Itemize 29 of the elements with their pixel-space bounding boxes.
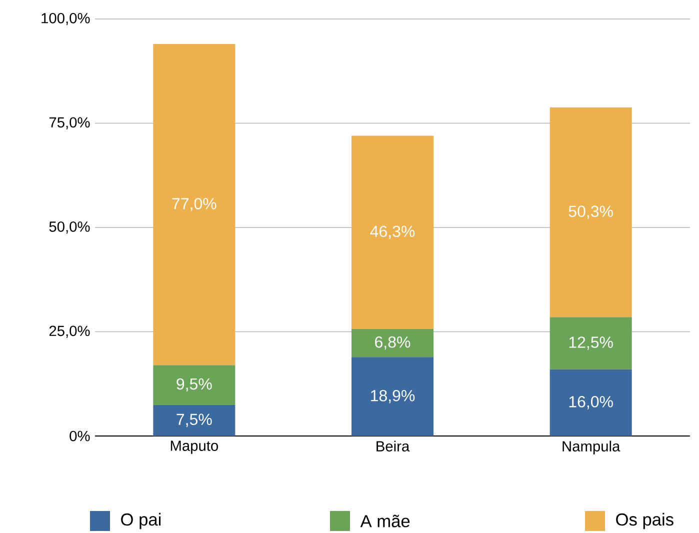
y-tick-label: 0% <box>70 430 90 442</box>
data-label: 12,5% <box>569 336 613 350</box>
data-label: 9,5% <box>176 378 212 392</box>
data-label: 16,0% <box>569 396 613 410</box>
data-label: 50,3% <box>568 206 613 219</box>
data-label: 7,5% <box>176 414 212 427</box>
y-tick-label: 25,0% <box>49 326 90 338</box>
bar <box>153 365 236 405</box>
y-tick-label: 100,0% <box>42 12 90 26</box>
y-tick-label: 75,0% <box>49 117 90 130</box>
y-tick-label: 50,0% <box>49 221 90 234</box>
x-tick-label: Maputo <box>170 440 218 454</box>
data-label: 46,3% <box>370 226 415 239</box>
bar <box>550 317 632 370</box>
bar <box>352 328 434 358</box>
x-tick-label: Nampula <box>562 440 620 454</box>
bar <box>550 369 632 436</box>
data-label: 6,8% <box>375 336 410 350</box>
x-tick-label: Beira <box>376 440 410 452</box>
bar <box>153 404 236 436</box>
legend-label: Os pais <box>616 512 674 530</box>
legend-label: O pai <box>121 512 161 530</box>
data-label: 18,9% <box>371 390 415 404</box>
legend-label: A mãe <box>360 514 410 528</box>
bar <box>550 107 632 318</box>
bar <box>153 44 236 366</box>
bar <box>352 136 434 329</box>
data-label: 77,0% <box>172 198 216 212</box>
bar <box>352 357 434 436</box>
